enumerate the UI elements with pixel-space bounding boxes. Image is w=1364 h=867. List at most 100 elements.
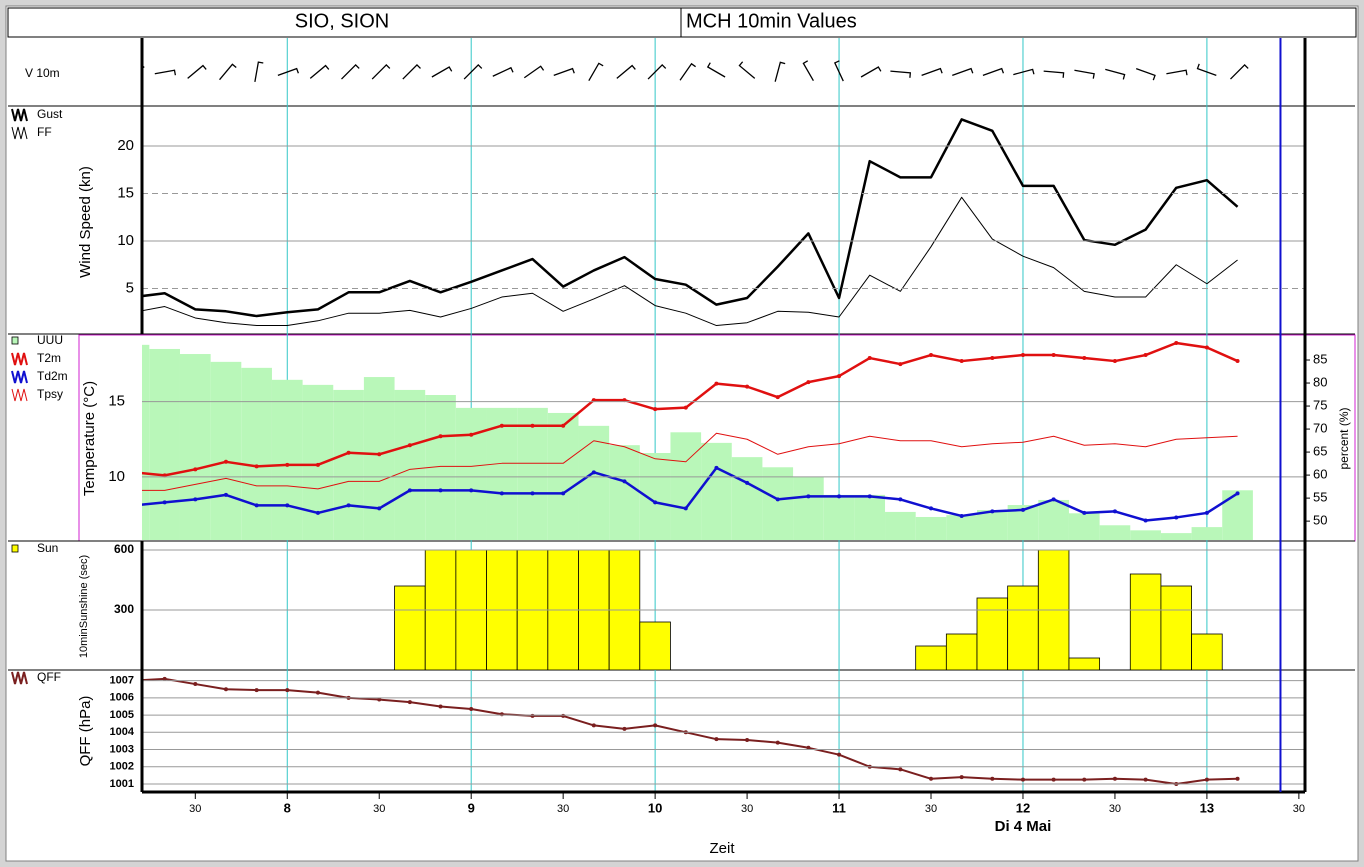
legend-icon [11,671,28,685]
line-point [285,462,290,467]
line-point [561,491,566,496]
y-tick-label: 1007 [110,675,134,687]
legend-label: Gust [37,107,63,121]
wind-barb [616,64,636,79]
line-point [254,688,259,693]
legend-label: FF [37,125,52,139]
wind-barb [833,60,844,82]
line-point [469,707,474,712]
line-point [714,465,719,470]
line-point [990,776,995,781]
wind-barb [154,69,177,76]
line-point [745,738,750,743]
y-tick-label: 1002 [110,761,134,773]
x-axis-label: Zeit [709,840,735,857]
line-point [162,676,167,681]
bar [1160,533,1192,540]
line-point [254,464,259,469]
line-point [162,473,167,478]
wind-barb [952,67,974,77]
bar [363,377,395,540]
line-point [377,697,382,702]
wind-barb [706,62,726,78]
line-point [683,405,688,410]
panel-label: V 10m [25,66,60,80]
line-point [929,776,934,781]
line-point [1051,497,1056,502]
bar [578,425,610,540]
line-point [929,353,934,358]
wind-barb [523,65,545,79]
wind-barb [254,61,264,82]
wind-barb [1043,70,1065,78]
legend-label: Tpsy [37,387,63,401]
bar [609,445,640,540]
line-series [142,432,1238,491]
line-point [775,740,780,745]
line-point [193,682,198,687]
wind-barb [187,64,207,79]
legend-label: Td2m [37,369,68,383]
line-point [591,398,596,403]
y-tick-label: 1006 [110,692,134,704]
wind-barb [1196,63,1217,77]
line-series [142,118,1239,318]
legend-icon [11,544,19,553]
wind-barb [890,70,912,78]
y-axis-label: Temperature (°C) [81,381,98,496]
wind-barb [277,67,299,77]
y2-tick-label: 50 [1313,513,1327,528]
line-point [223,687,228,692]
bar [1068,513,1100,540]
bar [1099,525,1131,540]
bar [976,597,1009,670]
line-point [806,745,811,750]
x-tick-label: 11 [832,800,846,815]
line-point [837,374,842,379]
panel-wind_barbs [142,60,1249,82]
line-point [223,492,228,497]
bar [915,516,947,540]
bar [731,457,763,540]
line-point [285,503,290,508]
line-point [1082,777,1087,782]
line-point [775,395,780,400]
y-tick-label: 300 [114,602,134,616]
bar [394,585,426,670]
wind-barb [679,62,696,81]
line-point [377,506,382,511]
y2-tick-label: 70 [1313,421,1327,436]
line-point [1143,777,1148,782]
line-point [315,690,320,695]
bar [701,442,732,540]
line-point [193,497,198,502]
line-point [653,500,658,505]
x-tick-label: 10 [648,800,662,815]
line-point [622,726,627,731]
line-point [1204,510,1209,515]
line-point [1235,491,1240,496]
y-tick-label: 20 [117,137,134,154]
line-point [714,381,719,386]
line-point [959,359,964,364]
x-tick-label: 30 [1109,803,1121,815]
line-point [1204,777,1209,782]
line-point [438,434,443,439]
wind-barb [1105,68,1126,80]
y2-tick-label: 60 [1313,467,1327,482]
wind-barb [463,64,483,80]
y-tick-label: 600 [114,542,134,556]
line-point [438,704,443,709]
legend-label: Sun [37,541,58,555]
line-point [530,423,535,428]
bar [241,367,272,540]
legend-icon [11,370,28,384]
line-point [561,423,566,428]
line-point [377,452,382,457]
line-point [591,723,596,728]
bar [149,348,180,540]
y-axis-label: 10minSunshine (sec) [78,555,90,658]
y2-tick-label: 55 [1313,490,1327,505]
line-point [530,713,535,718]
bar [670,432,702,540]
